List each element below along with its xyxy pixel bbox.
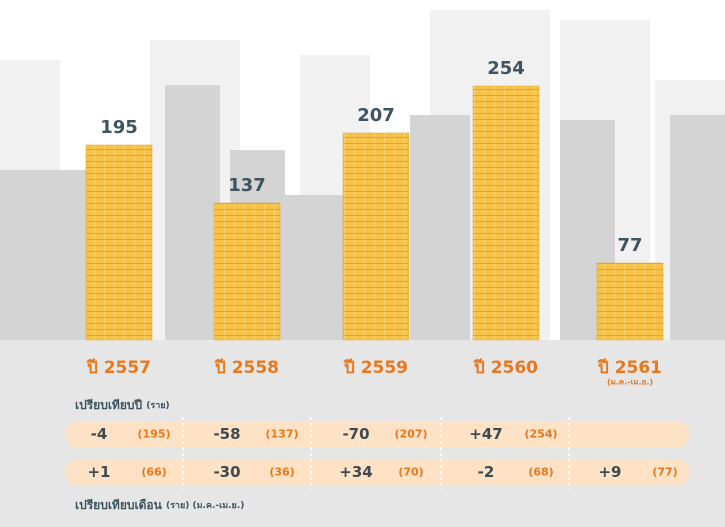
row-label-unit: (ราย): [146, 401, 169, 411]
value-label: 207: [357, 105, 395, 126]
category-label: ปี 2559: [343, 357, 408, 378]
row-label-unit: (ราย) (ม.ค.-เม.ย.): [166, 501, 244, 511]
coin-stack: [597, 263, 663, 340]
base-value: (36): [269, 466, 294, 479]
base-value: (137): [265, 428, 298, 441]
value-label: 254: [487, 58, 525, 79]
base-value: (66): [141, 466, 166, 479]
coin-stack: [343, 133, 409, 340]
base-value: (207): [394, 428, 427, 441]
category-note: (ม.ค.-เม.ย.): [607, 378, 653, 387]
change-value: +34: [339, 463, 372, 481]
infographic: 195 ปี 2557 137 ปี 2558 207 ปี 2559 254 ปี 2560…: [0, 0, 725, 527]
change-value: +47: [469, 425, 502, 443]
row-label: เปรียบเทียบเดือน (ราย) (ม.ค.-เม.ย.): [75, 498, 244, 512]
base-value: (195): [137, 428, 170, 441]
change-value: -58: [213, 425, 240, 443]
change-value: -4: [91, 425, 108, 443]
base-value: (70): [398, 466, 423, 479]
row-label-text: เปรียบเทียบปี: [75, 398, 142, 412]
category-label: ปี 2557: [86, 357, 151, 378]
coin-stack: [473, 86, 539, 340]
change-value: -30: [213, 463, 240, 481]
base-value: (254): [524, 428, 557, 441]
row-label-text: เปรียบเทียบเดือน: [75, 498, 163, 512]
change-value: -2: [478, 463, 495, 481]
value-label: 137: [228, 175, 266, 196]
change-value: +9: [598, 463, 621, 481]
category-label: ปี 2561: [597, 357, 662, 378]
value-label: 77: [617, 235, 642, 256]
change-value: +1: [87, 463, 110, 481]
row-label: เปรียบเทียบปี (ราย): [75, 398, 170, 412]
coin-stack: [214, 203, 280, 340]
value-label: 195: [100, 117, 138, 138]
category-label: ปี 2558: [214, 357, 279, 378]
base-value: (77): [652, 466, 677, 479]
category-label: ปี 2560: [473, 357, 538, 378]
coin-stack: [86, 145, 152, 340]
change-value: -70: [342, 425, 369, 443]
base-value: (68): [528, 466, 553, 479]
